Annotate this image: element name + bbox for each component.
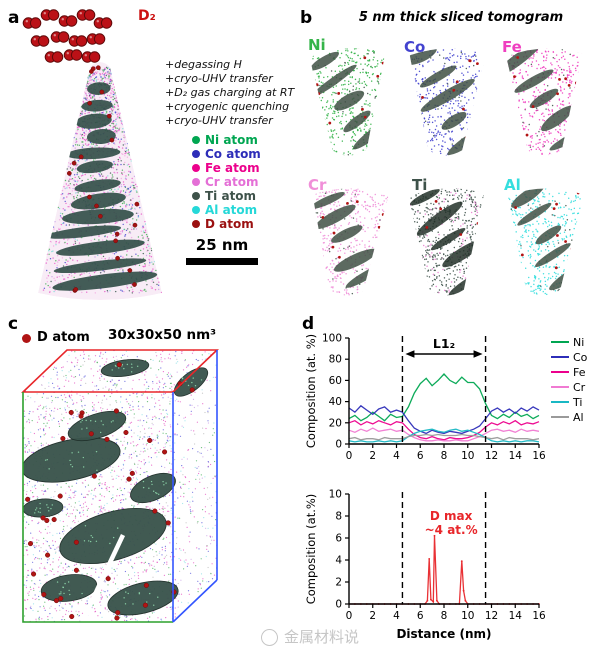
atom-color-dot — [192, 206, 200, 214]
slice-label-Ti: Ti — [412, 176, 428, 194]
d-atom-legend-dot — [22, 334, 31, 343]
atom-legend-item: Ti atom — [192, 189, 261, 203]
atom-legend-item: Al atom — [192, 203, 261, 217]
atom-legend-label: D atom — [205, 217, 254, 231]
slice-label-Ni: Ni — [308, 36, 326, 54]
panel-b-label: b — [300, 8, 313, 28]
atom-color-dot — [192, 164, 200, 172]
atom-legend-item: Cr atom — [192, 175, 261, 189]
atom-legend-item: D atom — [192, 217, 261, 231]
panel-d-label: d — [302, 314, 315, 334]
box-dimensions-label: 30x30x50 nm³ — [108, 327, 217, 343]
slice-label-Fe: Fe — [502, 38, 522, 56]
atom-legend-label: Ni atom — [205, 133, 258, 147]
atom-legend-label: Al atom — [205, 203, 258, 217]
tomogram-slice-Co — [408, 47, 486, 157]
atom-color-dot — [192, 150, 200, 158]
d2-molecules — [22, 9, 113, 63]
tomogram-slice-Cr — [309, 187, 389, 297]
process-step: +cryogenic quenching — [165, 100, 290, 113]
panel-a-label: a — [8, 8, 20, 28]
atom-color-dot — [192, 178, 200, 186]
process-step: +cryo-UHV transfer — [165, 114, 273, 127]
process-step: +D₂ gas charging at RT — [165, 86, 295, 99]
slice-label-Cr: Cr — [308, 176, 327, 194]
atom-legend-label: Ti atom — [205, 189, 257, 203]
slice-label-Al: Al — [504, 176, 521, 194]
atom-color-legend: Ni atom Co atom Fe atom Cr atom Ti atom Al at… — [192, 133, 261, 231]
watermark-logo-icon — [260, 629, 278, 646]
atom-legend-item: Fe atom — [192, 161, 261, 175]
atom-legend-label: Cr atom — [205, 175, 259, 189]
d2-gas-label: D₂ — [138, 8, 156, 24]
watermark-text: 金属材料说 — [283, 628, 359, 646]
tomogram-slice-Ni — [309, 47, 389, 157]
apt-box-reconstruction — [21, 349, 219, 623]
apt-needle-reconstruction — [22, 9, 162, 300]
watermark: 金属材料说 — [210, 626, 410, 647]
atom-legend-label: Fe atom — [205, 161, 260, 175]
tomogram-slice-Al — [506, 187, 584, 297]
atom-legend-item: Co atom — [192, 147, 261, 161]
tomogram-slice-Ti — [408, 187, 486, 297]
atom-legend-item: Ni atom — [192, 133, 261, 147]
scale-bar-label: 25 nm — [195, 236, 249, 254]
atom-color-dot — [192, 192, 200, 200]
atom-legend-label: Co atom — [205, 147, 261, 161]
sliced-tomograms — [309, 47, 584, 297]
scale-bar — [186, 258, 258, 265]
atom-color-dot — [192, 220, 200, 228]
atom-color-dot — [192, 136, 200, 144]
tomogram-slice-Fe — [506, 47, 584, 157]
d-atom-legend-label: D atom — [37, 330, 90, 345]
process-step: +degassing H — [165, 58, 242, 71]
process-steps-text: +degassing H +cryo-UHV transfer +D₂ gas ch… — [165, 58, 294, 128]
panel-c-label: c — [8, 314, 19, 334]
process-step: +cryo-UHV transfer — [165, 72, 273, 85]
slice-label-Co: Co — [404, 38, 426, 56]
panel-b-title: 5 nm thick sliced tomogram — [358, 10, 564, 25]
